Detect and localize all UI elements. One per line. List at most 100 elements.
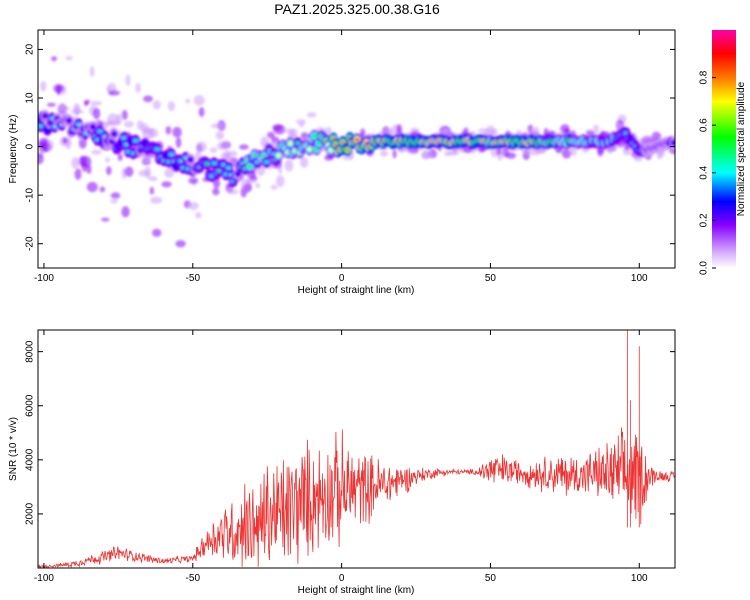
colorbar-ticks: 0.0 0.2 0.4 0.6 0.8	[699, 70, 716, 275]
energy-blob	[38, 137, 50, 149]
energy-blob	[124, 166, 134, 177]
energy-blob	[669, 147, 675, 155]
energy-blob	[152, 100, 161, 110]
snr-marks	[38, 330, 675, 568]
ridge-core	[671, 141, 675, 145]
energy-blob	[288, 128, 298, 138]
energy-blob	[161, 181, 172, 188]
y-tick-label: 10	[25, 92, 36, 104]
ridge-core	[168, 152, 174, 156]
energy-blob	[148, 176, 158, 182]
ridge-core	[154, 147, 160, 151]
spectrogram-x-label: Height of straight line (km)	[298, 285, 415, 296]
ridge-core	[295, 141, 301, 145]
energy-blob	[437, 146, 442, 152]
energy-blob	[106, 166, 112, 176]
energy-blob	[175, 137, 182, 149]
energy-blob	[46, 102, 56, 107]
y-tick-label: 20	[25, 43, 36, 55]
snr-panel: -100 -50 0 50 100 2000 4000 6000 8000 Height of…	[8, 329, 676, 596]
ridge-core	[247, 164, 253, 169]
energy-blob	[135, 82, 141, 93]
y-tick-label: 8000	[25, 340, 36, 363]
ridge-core	[328, 148, 334, 152]
ridge-core	[307, 147, 312, 151]
snr-series-line	[38, 427, 675, 568]
energy-blob	[227, 189, 239, 195]
spectrogram-y-label: Frequency (Hz)	[8, 115, 19, 184]
spectrogram-y-axis: -20 -10 0 10 20	[25, 43, 675, 251]
energy-blob	[276, 175, 285, 188]
energy-blob	[212, 187, 220, 196]
ridge-core	[345, 148, 351, 152]
colorbar-label: Normalized spectral amplitude	[736, 81, 747, 216]
energy-blob	[90, 101, 102, 106]
colorbar-tick-label: 0.4	[699, 165, 710, 179]
energy-blob	[71, 157, 80, 169]
y-tick-label: 4000	[25, 448, 36, 471]
energy-blob	[65, 55, 73, 61]
energy-blob	[543, 133, 549, 138]
energy-blob	[110, 199, 118, 204]
energy-blob	[172, 126, 182, 138]
energy-blob	[74, 168, 82, 180]
energy-blob	[342, 155, 353, 161]
energy-blob	[270, 184, 278, 190]
energy-blob	[299, 157, 309, 168]
energy-blob	[86, 164, 92, 174]
energy-blob	[75, 109, 84, 114]
snr-y-axis: 2000 4000 6000 8000	[25, 340, 675, 525]
energy-blob	[422, 153, 429, 159]
ridge-core	[235, 172, 241, 176]
energy-blob	[40, 81, 47, 92]
ridge-core	[45, 128, 50, 132]
energy-blob	[239, 144, 249, 150]
colorbar-tick-label: 0.8	[699, 70, 710, 84]
energy-blob	[149, 186, 155, 195]
energy-blob	[396, 124, 402, 134]
energy-blob	[86, 181, 98, 193]
energy-blob	[213, 178, 221, 189]
spectrogram-frame	[37, 29, 676, 269]
energy-blob	[110, 192, 121, 200]
x-tick-label: 50	[485, 573, 497, 584]
energy-blob	[193, 95, 205, 106]
energy-blob	[249, 176, 258, 181]
energy-blob	[53, 84, 65, 93]
energy-blob	[117, 153, 123, 162]
ridge-core	[354, 138, 360, 142]
energy-blob	[164, 168, 175, 178]
energy-blob	[38, 153, 44, 165]
ridge-core	[264, 160, 270, 164]
energy-blob	[593, 124, 599, 134]
energy-blob	[108, 90, 120, 96]
ridge-core	[333, 142, 339, 147]
energy-blob	[273, 124, 286, 135]
x-tick-label: -50	[186, 573, 201, 584]
ridge-core	[211, 161, 217, 165]
energy-blob	[78, 137, 87, 149]
x-tick-label: 0	[339, 573, 345, 584]
energy-blob	[380, 150, 388, 157]
energy-blob	[255, 183, 261, 188]
energy-blob	[211, 123, 223, 129]
energy-blob	[533, 126, 540, 139]
energy-blob	[47, 140, 54, 151]
ridge-core	[287, 141, 293, 145]
x-tick-label: 50	[485, 273, 497, 284]
energy-blob	[195, 212, 202, 219]
x-tick-label: 0	[339, 273, 345, 284]
colorbar: 0.0 0.2 0.4 0.6 0.8 Normalized spectral ampl…	[699, 30, 747, 275]
snr-x-axis: -100 -50 0 50 100	[34, 330, 648, 584]
energy-blob	[144, 166, 151, 179]
energy-blob	[444, 151, 452, 157]
energy-blob	[300, 132, 309, 140]
ridge-core	[38, 124, 43, 128]
ridge-core	[90, 125, 96, 129]
energy-blob	[152, 228, 162, 237]
ridge-core	[187, 158, 193, 162]
snr-frame	[37, 329, 676, 569]
snr-x-label: Height of straight line (km)	[298, 585, 415, 596]
